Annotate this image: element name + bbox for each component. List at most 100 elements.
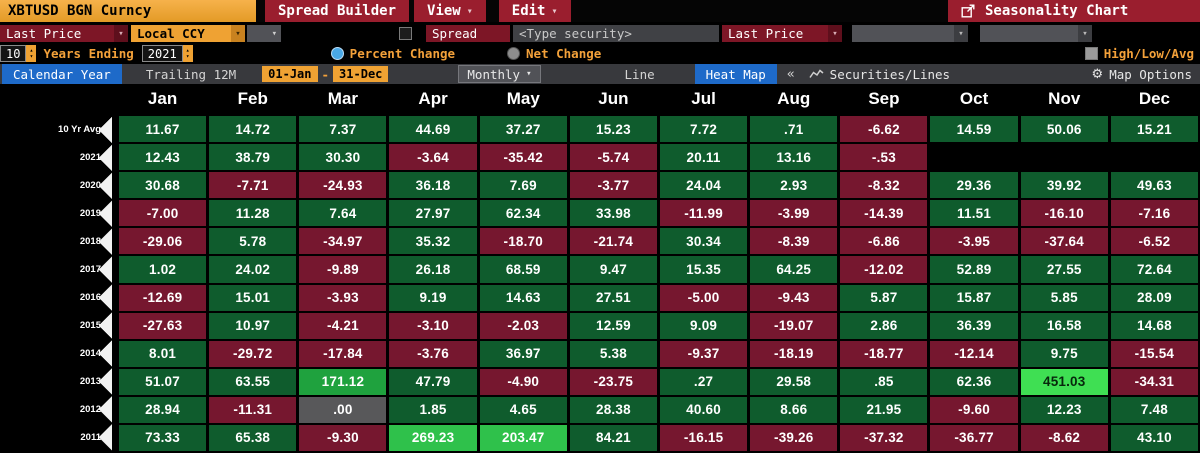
heatmap-cell[interactable]: 14.68 (1110, 312, 1198, 339)
heatmap-cell[interactable]: -27.63 (119, 312, 207, 339)
heatmap-cell[interactable]: 37.27 (479, 116, 567, 143)
heatmap-cell[interactable]: -3.93 (299, 284, 387, 311)
map-options-button[interactable]: ⚙ Map Options (1092, 67, 1192, 82)
heatmap-cell[interactable]: 269.23 (389, 424, 477, 451)
heatmap-cell[interactable]: 68.59 (479, 256, 567, 283)
heatmap-cell[interactable]: -7.71 (209, 172, 297, 199)
heatmap-cell[interactable]: -.53 (840, 144, 928, 171)
heatmap-cell[interactable]: 28.38 (569, 396, 657, 423)
heatmap-cell[interactable]: -18.19 (750, 340, 838, 367)
period-dropdown[interactable]: Monthly ▾ (458, 65, 541, 83)
heatmap-cell[interactable]: 5.78 (209, 228, 297, 255)
heatmap-cell[interactable]: 36.18 (389, 172, 477, 199)
heatmap-cell[interactable]: 63.55 (209, 368, 297, 395)
heatmap-cell[interactable]: -11.99 (659, 200, 748, 227)
years-stepper[interactable]: 10 ▴ ▾ (0, 45, 37, 62)
heatmap-cell[interactable]: -24.93 (299, 172, 387, 199)
heatmap-cell[interactable]: 203.47 (479, 424, 567, 451)
security-ticker[interactable]: XBTUSD BGN Curncy (0, 0, 256, 22)
heatmap-cell[interactable]: 5.85 (1020, 284, 1108, 311)
spread-checkbox[interactable] (399, 27, 412, 40)
heatmap-cell[interactable]: .00 (299, 396, 387, 423)
calendar-year-tab[interactable]: Calendar Year (2, 64, 122, 84)
heatmap-cell[interactable]: 8.66 (750, 396, 838, 423)
start-date-field[interactable]: 01-Jan (262, 66, 318, 82)
heatmap-cell[interactable]: 15.01 (209, 284, 297, 311)
heatmap-cell[interactable]: 13.16 (750, 144, 838, 171)
heatmap-cell[interactable]: 1.02 (119, 256, 207, 283)
heatmap-cell[interactable]: 62.34 (479, 200, 567, 227)
heatmap-cell[interactable]: -34.31 (1110, 368, 1198, 395)
heatmap-cell[interactable]: -3.99 (750, 200, 838, 227)
heatmap-cell[interactable]: -37.64 (1020, 228, 1108, 255)
heatmap-cell[interactable]: 30.68 (119, 172, 207, 199)
heatmap-cell[interactable]: 30.30 (299, 144, 387, 171)
heatmap-cell[interactable]: -9.89 (299, 256, 387, 283)
spread-field[interactable]: Spread (426, 25, 510, 42)
heatmap-cell[interactable]: 171.12 (299, 368, 387, 395)
heatmap-cell[interactable]: 15.35 (659, 256, 748, 283)
heatmap-cell[interactable]: -6.62 (840, 116, 928, 143)
heatmap-cell[interactable]: 16.58 (1020, 312, 1108, 339)
heatmap-cell[interactable]: 5.87 (840, 284, 928, 311)
heatmap-cell[interactable]: -3.10 (389, 312, 477, 339)
price-source-dropdown-2[interactable]: Last Price ▾ (722, 25, 842, 42)
heatmap-cell[interactable]: -8.62 (1020, 424, 1108, 451)
heatmap-cell[interactable]: -29.06 (119, 228, 207, 255)
high-low-avg-checkbox[interactable] (1084, 47, 1098, 60)
heatmap-cell[interactable]: -7.16 (1110, 200, 1198, 227)
heatmap-cell[interactable]: 33.98 (569, 200, 657, 227)
heatmap-cell[interactable]: -7.00 (119, 200, 207, 227)
heatmap-cell[interactable]: 11.51 (930, 200, 1018, 227)
heatmap-cell[interactable]: .27 (659, 368, 748, 395)
view-menu[interactable]: View ▾ (414, 0, 486, 22)
heatmap-cell[interactable]: 36.39 (930, 312, 1018, 339)
heatmap-cell[interactable]: -3.64 (389, 144, 477, 171)
edit-menu[interactable]: Edit ▾ (498, 0, 571, 22)
heatmap-cell[interactable]: 35.32 (389, 228, 477, 255)
heatmap-cell[interactable]: -19.07 (750, 312, 838, 339)
heatmap-cell[interactable]: .71 (750, 116, 838, 143)
heatmap-cell[interactable]: 12.59 (569, 312, 657, 339)
heatmap-cell[interactable]: 30.34 (659, 228, 748, 255)
heatmap-cell[interactable]: 38.79 (209, 144, 297, 171)
heatmap-cell[interactable]: -12.14 (930, 340, 1018, 367)
heatmap-cell[interactable]: 40.60 (659, 396, 748, 423)
heatmap-cell[interactable]: -17.84 (299, 340, 387, 367)
heatmap-cell[interactable]: 9.09 (659, 312, 748, 339)
end-date-field[interactable]: 31-Dec (333, 66, 389, 82)
heatmap-cell[interactable]: 14.72 (209, 116, 297, 143)
stepper-arrows-icon[interactable]: ▴ ▾ (26, 45, 37, 62)
heatmap-cell[interactable]: 2.93 (750, 172, 838, 199)
heatmap-cell[interactable]: -3.77 (569, 172, 657, 199)
heatmap-cell[interactable]: 7.72 (659, 116, 748, 143)
heatmap-cell[interactable]: 36.97 (479, 340, 567, 367)
heatmap-cell[interactable]: 7.69 (479, 172, 567, 199)
net-change-radio[interactable] (507, 47, 521, 60)
heatmap-cell[interactable]: -11.31 (209, 396, 297, 423)
heatmap-cell[interactable]: 27.55 (1020, 256, 1108, 283)
heatmap-cell[interactable]: 64.25 (750, 256, 838, 283)
heatmap-cell[interactable]: -6.52 (1110, 228, 1198, 255)
heatmap-cell[interactable]: -9.37 (659, 340, 748, 367)
heatmap-cell[interactable]: -8.32 (840, 172, 928, 199)
heatmap-cell[interactable]: 28.09 (1110, 284, 1198, 311)
heatmap-cell[interactable]: 47.79 (389, 368, 477, 395)
heatmap-cell[interactable]: 2.86 (840, 312, 928, 339)
heatmap-cell[interactable]: -3.95 (930, 228, 1018, 255)
heatmap-cell[interactable]: 7.48 (1110, 396, 1198, 423)
heatmap-cell[interactable]: 7.64 (299, 200, 387, 227)
heatmap-cell[interactable]: 84.21 (569, 424, 657, 451)
heatmap-cell[interactable]: -34.97 (299, 228, 387, 255)
security-search-input[interactable]: <Type security> (513, 25, 719, 42)
end-year-stepper[interactable]: 2021 ▴ ▾ (141, 45, 193, 62)
heatmap-cell[interactable]: 39.92 (1020, 172, 1108, 199)
heatmap-cell[interactable]: -2.03 (479, 312, 567, 339)
empty-dropdown-1[interactable]: ▾ (852, 25, 968, 42)
heatmap-cell[interactable]: 73.33 (119, 424, 207, 451)
heatmap-cell[interactable]: 72.64 (1110, 256, 1198, 283)
heatmap-cell[interactable]: -14.39 (840, 200, 928, 227)
heatmap-cell[interactable]: 65.38 (209, 424, 297, 451)
heatmap-cell[interactable]: -3.76 (389, 340, 477, 367)
export-icon[interactable] (961, 4, 975, 18)
